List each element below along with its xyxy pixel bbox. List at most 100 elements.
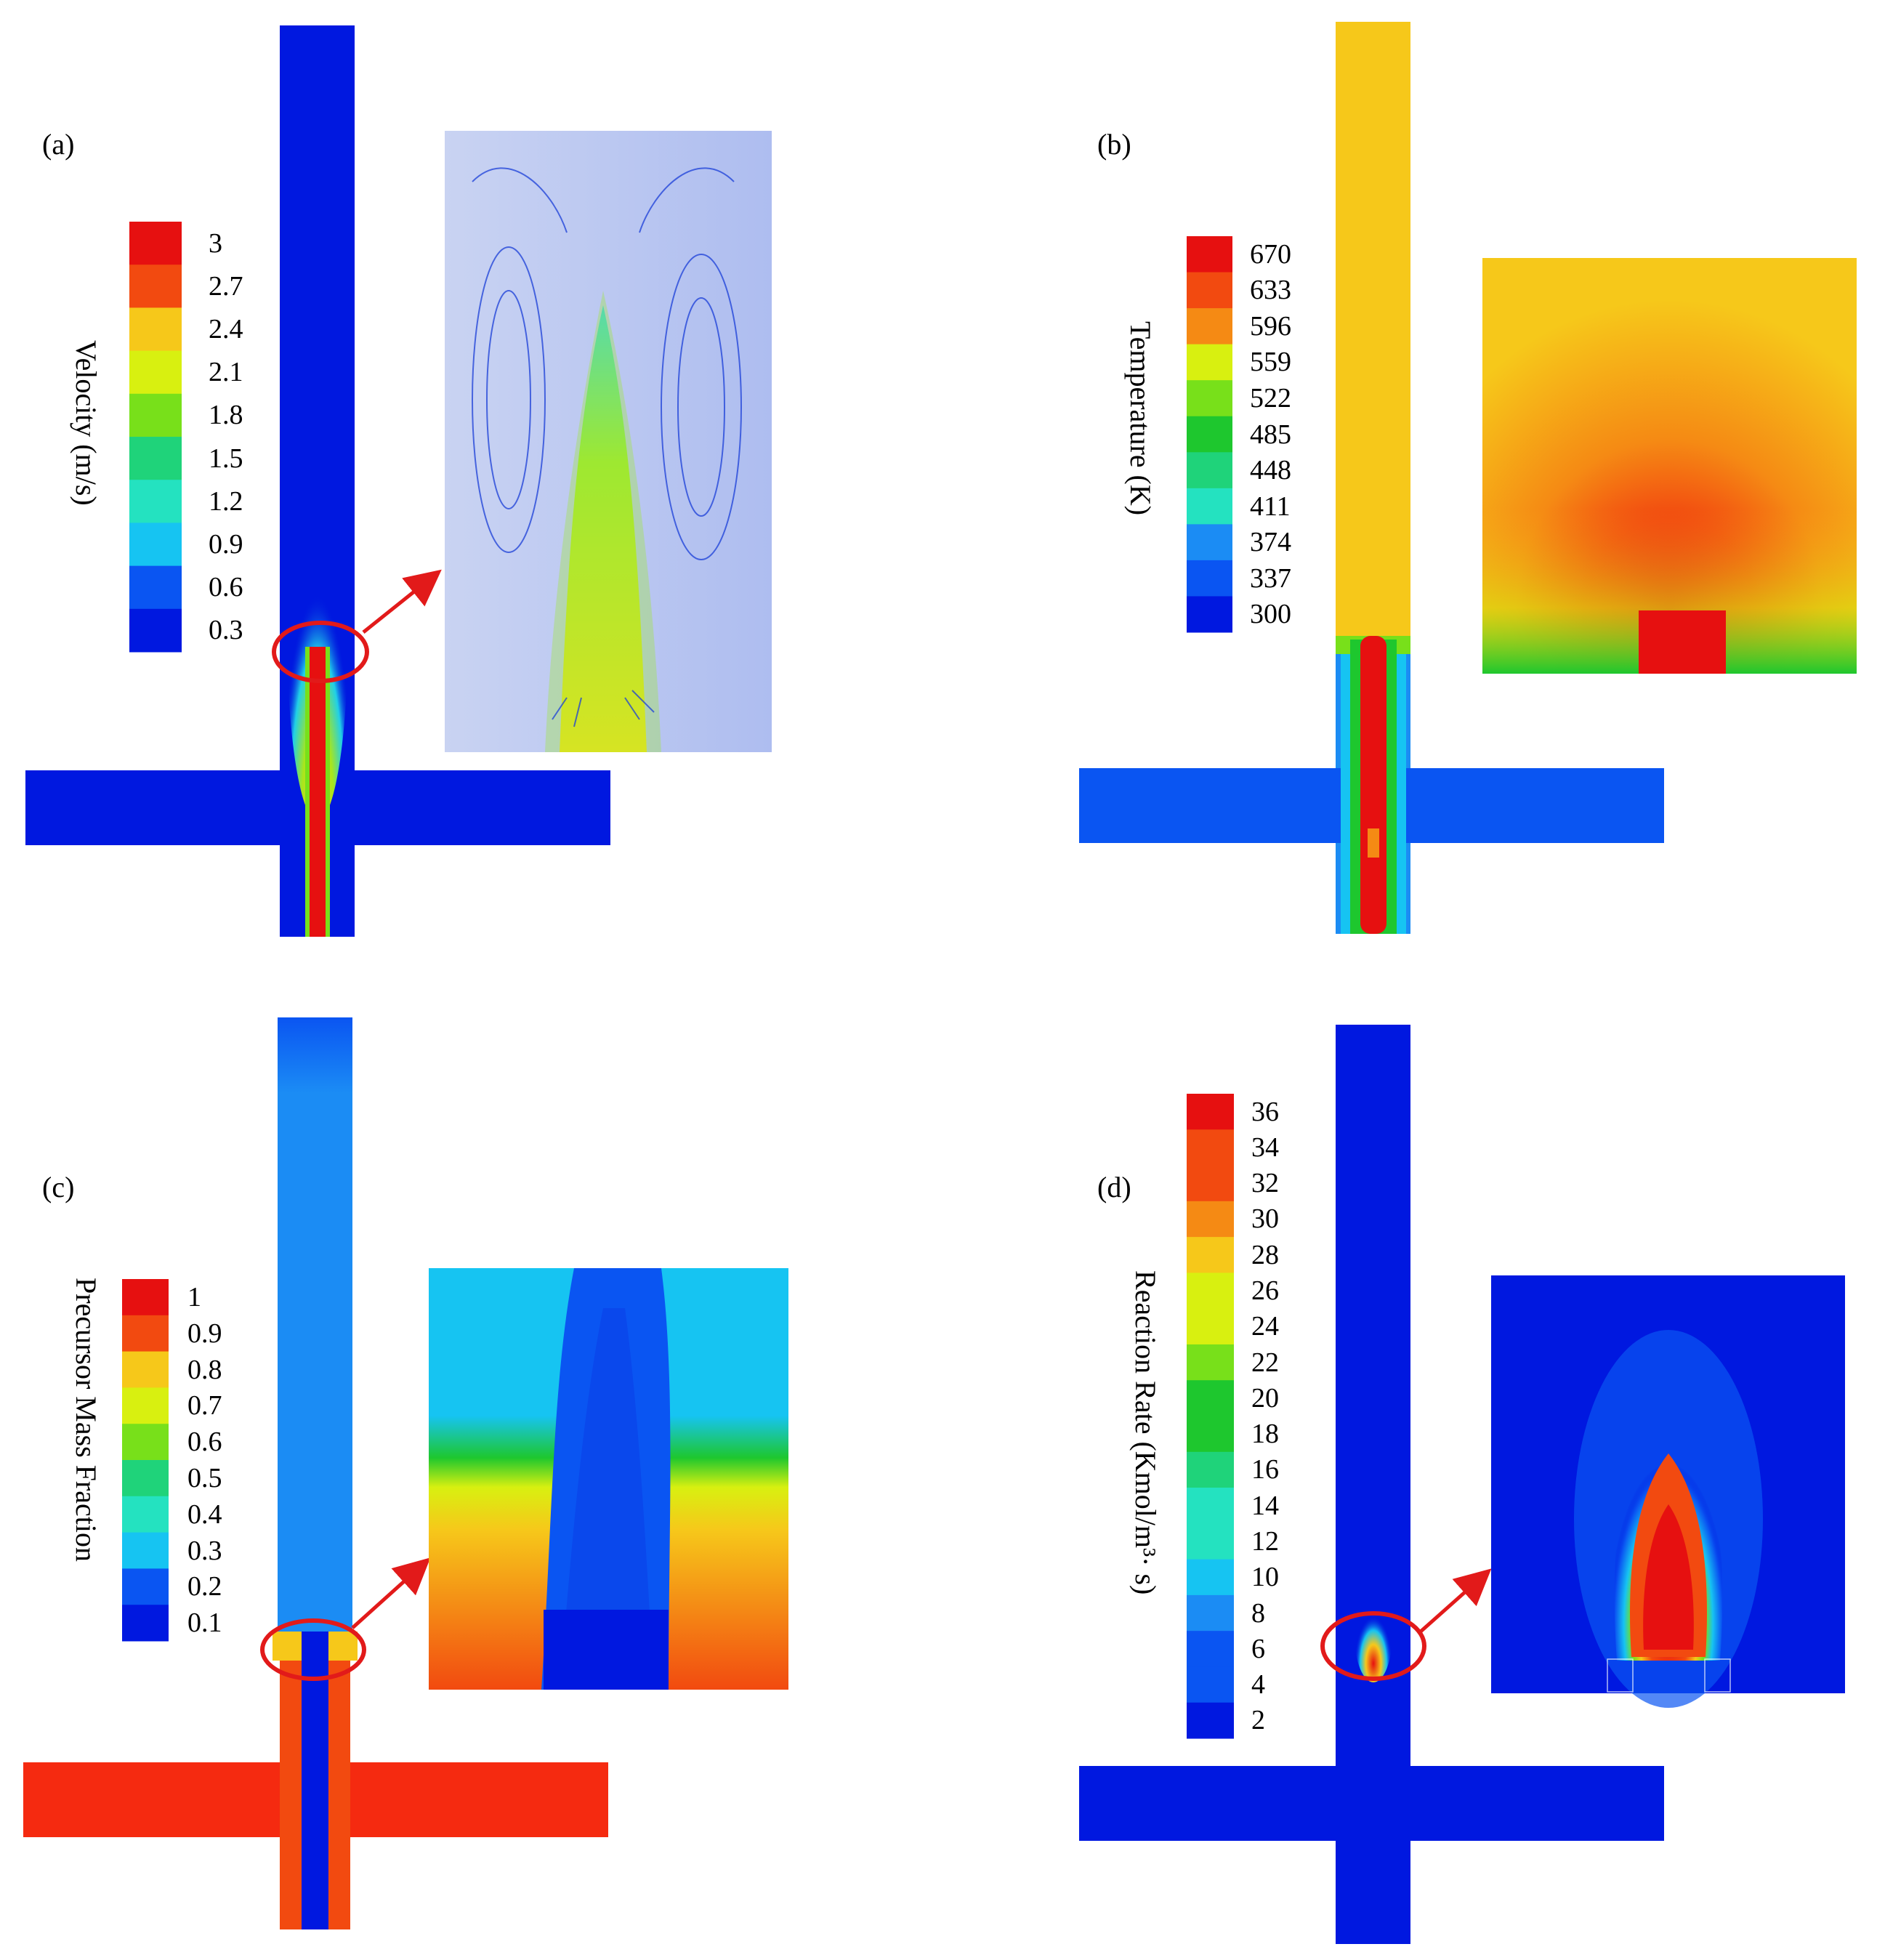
panel-d-colorbar bbox=[1187, 1094, 1234, 1739]
panel-c-tick-label: 0.5 bbox=[187, 1462, 222, 1493]
panel-a-colorbar-band bbox=[129, 437, 182, 480]
panel-a-jet-plume bbox=[287, 443, 348, 821]
panel-b-zoom-inset bbox=[1482, 258, 1857, 674]
panel-c-colorbar-band bbox=[122, 1568, 169, 1605]
panel-d-colorbar-band bbox=[1187, 1702, 1234, 1739]
panel-d-cross-arm bbox=[1079, 1766, 1664, 1841]
panel-d-colorbar-band bbox=[1187, 1201, 1234, 1238]
panel-d-zoom-arrow bbox=[1419, 1568, 1492, 1633]
panel-d-tick-label: 34 bbox=[1251, 1132, 1279, 1163]
panel-a-colorbar-band bbox=[129, 565, 182, 610]
panel-a-colorbar-band bbox=[129, 222, 182, 265]
panel-c-colorbar-band bbox=[122, 1387, 169, 1424]
panel-d-zoom-inset bbox=[1491, 1275, 1845, 1708]
panel-d-label: (d) bbox=[1097, 1171, 1131, 1203]
panel-b-colorbar-band bbox=[1187, 272, 1232, 309]
panel-a-zoom-inset bbox=[445, 131, 772, 752]
panel-d-tick-label: 4 bbox=[1251, 1669, 1265, 1701]
panel-c-tick-label: 0.8 bbox=[187, 1354, 222, 1385]
panel-d-colorbar-band bbox=[1187, 1416, 1234, 1453]
panel-b-label: (b) bbox=[1097, 128, 1131, 161]
panel-b-outlet-tube bbox=[1336, 22, 1410, 640]
panel-c-geometry bbox=[23, 1017, 788, 1929]
panel-c-legend-title: Precursor Mass Fraction bbox=[70, 1278, 102, 1562]
panel-c-tick-label: 0.3 bbox=[187, 1535, 222, 1566]
panel-b-colorbar bbox=[1187, 236, 1232, 633]
panel-b-colorbar-band bbox=[1187, 416, 1232, 453]
panel-a-colorbar-band bbox=[129, 307, 182, 352]
panel-b-tick-label: 522 bbox=[1250, 382, 1291, 414]
panel-b-colorbar-band bbox=[1187, 524, 1232, 561]
panel-b-tick-label: 633 bbox=[1250, 275, 1291, 306]
panel-d-colorbar-band bbox=[1187, 1559, 1234, 1596]
panel-a-tick-label: 2.7 bbox=[209, 270, 243, 302]
panel-c-outlet-tube bbox=[278, 1017, 352, 1648]
panel-a-colorbar-band bbox=[129, 393, 182, 437]
panel-d-tick-label: 24 bbox=[1251, 1311, 1279, 1342]
panel-d-tick-label: 18 bbox=[1251, 1419, 1279, 1450]
panel-a-colorbar-band bbox=[129, 265, 182, 308]
panel-d-colorbar-band bbox=[1187, 1308, 1234, 1345]
panel-d-tick-label: 26 bbox=[1251, 1275, 1279, 1307]
panel-c-colorbar-band bbox=[122, 1315, 169, 1352]
panel-b-tick-label: 448 bbox=[1250, 455, 1291, 486]
panel-c-colorbar-band bbox=[122, 1460, 169, 1497]
panel-b-colorbar-band bbox=[1187, 596, 1232, 633]
panel-d-colorbar-band bbox=[1187, 1129, 1234, 1166]
panel-a-tick-label: 2.1 bbox=[209, 357, 243, 388]
panel-b-colorbar-band bbox=[1187, 452, 1232, 489]
panel-c-highlight-circle bbox=[260, 1618, 366, 1681]
panel-a-colorbar-band bbox=[129, 350, 182, 395]
panel-a-tick-label: 1.2 bbox=[209, 485, 243, 517]
panel-b-tick-label: 300 bbox=[1250, 599, 1291, 630]
panel-d-highlight-circle bbox=[1320, 1611, 1426, 1681]
panel-a-legend-title: Velocity (m/s) bbox=[70, 340, 102, 506]
panel-a-tick-label: 3 bbox=[209, 227, 222, 259]
panel-b-colorbar-band bbox=[1187, 380, 1232, 417]
panel-b-tick-label: 411 bbox=[1250, 491, 1291, 522]
panel-b-colorbar-band bbox=[1187, 488, 1232, 525]
panel-a-tick-label: 1.8 bbox=[209, 400, 243, 431]
panel-d-colorbar-band bbox=[1187, 1451, 1234, 1488]
panel-d-tick-label: 32 bbox=[1251, 1168, 1279, 1199]
panel-a-tick-label: 0.6 bbox=[209, 572, 243, 603]
panel-a-zoom-arrow bbox=[362, 569, 442, 634]
panel-d-tick-label: 10 bbox=[1251, 1562, 1279, 1593]
panel-c-tick-label: 0.9 bbox=[187, 1318, 222, 1349]
panel-b-tick-label: 485 bbox=[1250, 419, 1291, 450]
panel-d-tick-label: 8 bbox=[1251, 1597, 1265, 1629]
panel-a-colorbar bbox=[129, 222, 182, 653]
panel-d-tick-label: 6 bbox=[1251, 1633, 1265, 1664]
panel-c-colorbar-band bbox=[122, 1496, 169, 1533]
panel-d-colorbar-band bbox=[1187, 1523, 1234, 1560]
panel-c-tick-label: 1 bbox=[187, 1281, 201, 1312]
panel-d-colorbar-band bbox=[1187, 1594, 1234, 1632]
panel-b-colorbar-band bbox=[1187, 344, 1232, 381]
panel-c-zoom-arrow bbox=[351, 1557, 431, 1629]
panel-d-colorbar-band bbox=[1187, 1273, 1234, 1310]
panel-b-tick-label: 559 bbox=[1250, 347, 1291, 378]
panel-c-colorbar-band bbox=[122, 1351, 169, 1388]
panel-d-tick-label: 28 bbox=[1251, 1239, 1279, 1270]
panel-c-colorbar bbox=[122, 1279, 169, 1642]
panel-d-tick-label: 12 bbox=[1251, 1525, 1279, 1557]
panel-a-geometry bbox=[25, 25, 772, 937]
panel-b-colorbar-band bbox=[1187, 560, 1232, 597]
panel-d-tick-label: 20 bbox=[1251, 1382, 1279, 1413]
panel-d-colorbar-band bbox=[1187, 1488, 1234, 1524]
panel-d-colorbar-band bbox=[1187, 1631, 1234, 1667]
panel-b-colorbar-band bbox=[1187, 308, 1232, 345]
panel-c-tick-label: 0.6 bbox=[187, 1427, 222, 1458]
panel-a-colorbar-band bbox=[129, 480, 182, 523]
panel-c-tick-label: 0.4 bbox=[187, 1499, 222, 1530]
panel-d-tick-label: 36 bbox=[1251, 1096, 1279, 1127]
panel-c-inlet-jet bbox=[302, 1632, 328, 1929]
panel-d-legend-title: Reaction Rate (Kmol/m³· s) bbox=[1129, 1270, 1162, 1595]
panel-c-colorbar-band bbox=[122, 1605, 169, 1642]
panel-d-colorbar-band bbox=[1187, 1380, 1234, 1416]
panel-d-tick-label: 14 bbox=[1251, 1490, 1279, 1521]
panel-a-tick-label: 2.4 bbox=[209, 314, 243, 344]
panel-c-colorbar-band bbox=[122, 1532, 169, 1569]
panel-c-tick-label: 0.1 bbox=[187, 1608, 222, 1639]
panel-d-tick-label: 16 bbox=[1251, 1454, 1279, 1485]
